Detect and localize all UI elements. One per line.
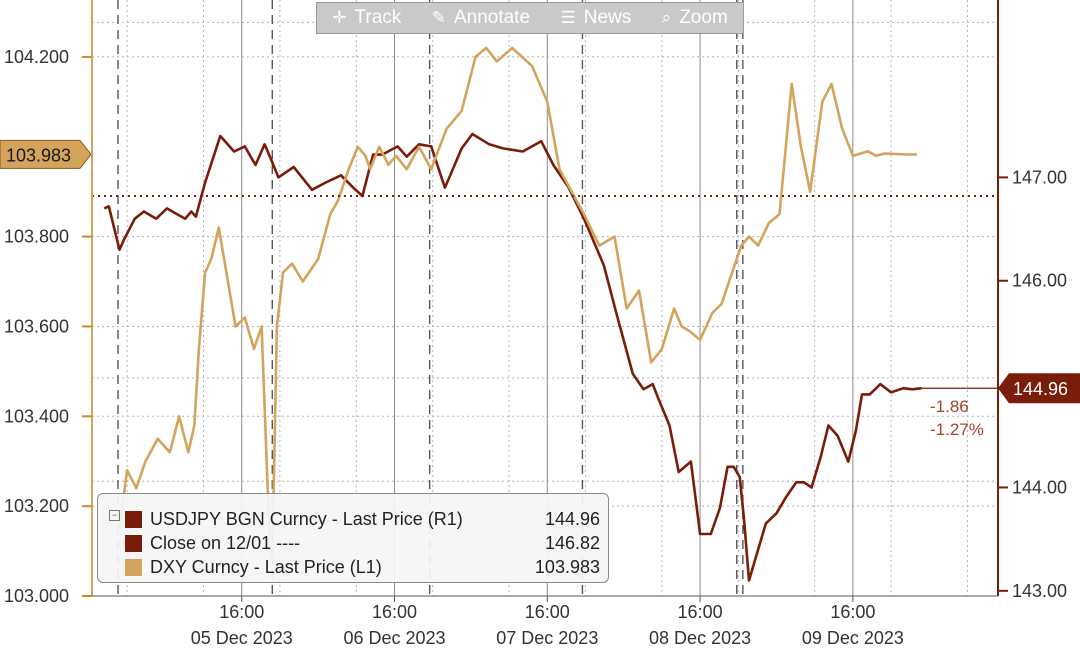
right-tick-label: 146.00 [1012, 271, 1067, 291]
legend-value-close: 146.82 [544, 533, 600, 553]
usdjpy-series-line [103, 132, 922, 582]
legend-name-usdjpy: USDJPY BGN Curncy - Last Price (R1) [150, 509, 463, 529]
annotate-button[interactable]: ✎ Annotate [432, 7, 530, 29]
left-tick-label: 103.800 [4, 227, 69, 247]
x-tick-date: 09 Dec 2023 [802, 628, 904, 648]
legend-swatch-dxy [125, 559, 142, 576]
close-line-layer [92, 194, 998, 389]
x-tick-time: 16:00 [830, 602, 875, 622]
dxy-series-line [118, 46, 917, 562]
grid [92, 0, 998, 597]
x-tick-time: 16:00 [372, 602, 417, 622]
change-pct-label: -1.27% [930, 420, 984, 439]
magnifier-icon: ⌕ [661, 8, 672, 27]
track-button[interactable]: ✛ Track [332, 7, 401, 29]
left-tick-label: 103.200 [4, 496, 69, 516]
axes: 104.200 103.800 103.600 103.400 103.200 103.0… [4, 0, 1067, 648]
right-tick-label: 144.00 [1012, 477, 1067, 497]
x-tick-time: 16:00 [219, 602, 264, 622]
right-last-value-text: 144.96 [1013, 379, 1068, 399]
legend-row-dxy[interactable]: DXY Curncy - Last Price (L1) 103.983 [98, 557, 608, 581]
x-tick-date: 08 Dec 2023 [649, 628, 751, 648]
x-tick-time: 16:00 [525, 602, 570, 622]
legend: − USDJPY BGN Curncy - Last Price (R1) 14… [97, 493, 609, 583]
legend-name-dxy: DXY Curncy - Last Price (L1) [150, 557, 382, 577]
legend-row-usdjpy[interactable]: USDJPY BGN Curncy - Last Price (R1) 144.… [98, 509, 608, 533]
left-tick-label: 103.600 [4, 316, 69, 336]
left-tick-label: 104.200 [4, 47, 69, 67]
left-tick-label: 103.000 [4, 586, 69, 606]
x-tick-date: 06 Dec 2023 [343, 628, 445, 648]
right-tick-label: 147.00 [1012, 167, 1067, 187]
chart-toolbar: ✛ Track ✎ Annotate ☰ News ⌕ Zoom [316, 2, 744, 34]
change-abs-label: -1.86 [930, 397, 969, 416]
zoom-button[interactable]: ⌕ Zoom [662, 7, 728, 29]
annotate-label: Annotate [453, 7, 531, 28]
track-label: Track [354, 7, 402, 28]
legend-value-dxy: 103.983 [534, 557, 600, 577]
legend-swatch-usdjpy [125, 511, 142, 528]
legend-collapse-toggle[interactable]: − [109, 510, 120, 521]
series-layer [103, 46, 922, 582]
news-icon: ☰ [560, 8, 576, 27]
left-tick-label: 103.400 [4, 406, 69, 426]
zoom-label: Zoom [679, 7, 728, 28]
crosshair-icon: ✛ [332, 8, 347, 27]
news-button[interactable]: ☰ News [560, 7, 631, 29]
legend-swatch-close [125, 535, 142, 552]
legend-name-close: Close on 12/01 ---- [150, 533, 301, 553]
right-last-value-badge [998, 373, 1080, 404]
legend-value-usdjpy: 144.96 [544, 509, 600, 529]
badges: 103.983 144.96 -1.86 -1.27% [0, 139, 1080, 439]
x-tick-date: 05 Dec 2023 [191, 628, 293, 648]
x-tick-date: 07 Dec 2023 [496, 628, 598, 648]
legend-row-close[interactable]: Close on 12/01 ---- 146.82 [98, 533, 608, 557]
x-tick-time: 16:00 [678, 602, 723, 622]
pencil-icon: ✎ [431, 8, 446, 27]
left-last-value-text: 103.983 [6, 145, 71, 165]
right-tick-label: 143.00 [1012, 581, 1067, 601]
news-label: News [583, 7, 632, 28]
left-last-value-badge [0, 139, 92, 169]
